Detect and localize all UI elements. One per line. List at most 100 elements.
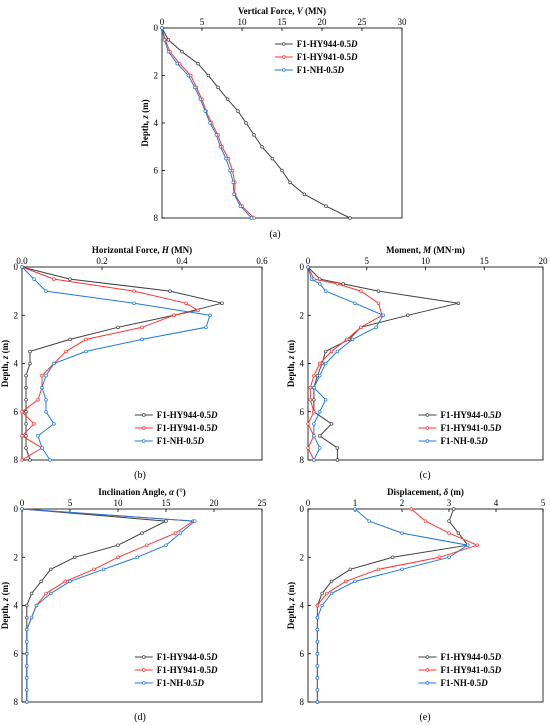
data-point bbox=[350, 337, 355, 342]
data-point bbox=[84, 337, 88, 342]
x-axis-title: Displacement, δ (m) bbox=[387, 487, 464, 497]
data-point bbox=[24, 397, 28, 402]
text-span: F1-NH-0.5 bbox=[440, 678, 481, 688]
data-point bbox=[29, 615, 34, 620]
y-tick-label: 8 bbox=[154, 213, 159, 223]
data-point bbox=[25, 676, 29, 680]
series-line-1 bbox=[307, 266, 459, 460]
data-point bbox=[168, 289, 172, 293]
data-point bbox=[164, 543, 168, 547]
x-tick-label: 5 bbox=[365, 256, 370, 266]
data-point bbox=[25, 639, 29, 644]
panel-label: (e) bbox=[419, 712, 430, 723]
data-point bbox=[315, 700, 320, 704]
text-span: z bbox=[140, 115, 150, 120]
y-axis-title: Depth, z (m) bbox=[0, 582, 10, 629]
data-point bbox=[32, 422, 36, 426]
data-point bbox=[20, 458, 24, 462]
legend-label: F1-HY944-0.5D bbox=[297, 39, 358, 49]
data-point bbox=[164, 519, 168, 523]
data-point bbox=[323, 349, 328, 354]
y-tick-label: 0 bbox=[14, 262, 19, 272]
data-point bbox=[140, 325, 144, 330]
chart-panel-d: 0 5 10 15 20 25 0 2 4 6 8 Inclination Angle, α (°) D… bbox=[0, 487, 267, 723]
data-point bbox=[25, 688, 29, 692]
plot-frame bbox=[307, 508, 544, 703]
y-tick-label: 2 bbox=[300, 552, 305, 562]
data-point bbox=[198, 97, 203, 101]
data-point bbox=[238, 204, 243, 208]
data-point bbox=[447, 531, 451, 535]
x-tick-label: 10 bbox=[238, 17, 248, 27]
y-tick-label: 6 bbox=[154, 166, 159, 176]
data-point bbox=[329, 579, 334, 584]
data-point bbox=[456, 531, 461, 535]
data-point bbox=[44, 289, 48, 293]
text-span: (m) bbox=[0, 340, 10, 356]
data-point bbox=[353, 507, 357, 511]
data-point bbox=[315, 639, 320, 644]
data-point bbox=[323, 289, 328, 293]
text-span: (MN·m) bbox=[431, 245, 465, 255]
text-span: H bbox=[161, 245, 170, 255]
y-tick-label: 4 bbox=[154, 118, 159, 128]
data-point bbox=[32, 277, 36, 281]
data-point bbox=[335, 446, 340, 450]
x-tick-label: 10 bbox=[421, 256, 431, 266]
text-span: δ bbox=[444, 487, 449, 497]
data-point bbox=[341, 282, 346, 286]
y-tick-label: 6 bbox=[300, 649, 305, 659]
data-point bbox=[359, 325, 363, 330]
text-span: Depth, bbox=[286, 601, 296, 629]
legend-marker bbox=[142, 681, 146, 685]
text-span: (m) bbox=[448, 487, 464, 497]
data-point bbox=[329, 349, 334, 354]
text-span: z bbox=[0, 355, 10, 360]
data-point bbox=[318, 373, 322, 378]
x-tick-label: 0 bbox=[20, 498, 25, 508]
y-tick-label: 0 bbox=[300, 262, 305, 272]
data-point bbox=[52, 277, 56, 281]
text-span: D bbox=[350, 39, 358, 49]
text-span: α bbox=[169, 487, 175, 497]
text-span: D bbox=[480, 678, 488, 688]
text-span: F1-HY941-0.5 bbox=[157, 665, 212, 675]
text-span: z bbox=[286, 597, 296, 602]
y-tick-label: 2 bbox=[14, 310, 19, 320]
legend-marker bbox=[142, 426, 146, 430]
data-point bbox=[28, 349, 32, 354]
legend-label: F1-HY941-0.5D bbox=[440, 423, 501, 433]
data-point bbox=[447, 555, 451, 559]
data-point bbox=[308, 397, 313, 402]
data-point bbox=[306, 446, 310, 450]
data-point bbox=[25, 700, 29, 704]
data-point bbox=[116, 325, 120, 330]
data-point bbox=[348, 567, 353, 572]
plot-frame bbox=[21, 266, 263, 461]
data-point bbox=[40, 385, 44, 390]
series-line-3 bbox=[161, 27, 252, 219]
text-span: (m) bbox=[0, 582, 10, 598]
data-point bbox=[400, 567, 404, 572]
data-point bbox=[329, 591, 334, 596]
data-point bbox=[68, 277, 72, 281]
x-tick-label: 15 bbox=[480, 256, 490, 266]
data-point bbox=[63, 579, 67, 584]
data-point bbox=[315, 688, 320, 692]
text-span: V bbox=[297, 6, 304, 16]
data-point bbox=[345, 337, 349, 342]
data-point bbox=[132, 301, 136, 305]
data-point bbox=[475, 543, 479, 547]
y-tick-label: 2 bbox=[154, 71, 159, 81]
legend-marker bbox=[425, 439, 430, 443]
data-point bbox=[220, 301, 224, 305]
data-point bbox=[260, 145, 264, 149]
text-span: Depth, bbox=[0, 601, 10, 629]
data-point bbox=[196, 308, 200, 313]
chart-panel-c: 0 5 10 15 20 0 2 4 6 8 Moment, M (MN·m) Depth, z (m… bbox=[286, 245, 548, 481]
text-span: F1-HY944-0.5 bbox=[157, 652, 212, 662]
legend-label: F1-NH-0.5D bbox=[157, 436, 205, 446]
text-span: D bbox=[350, 52, 358, 62]
data-point bbox=[24, 385, 28, 390]
